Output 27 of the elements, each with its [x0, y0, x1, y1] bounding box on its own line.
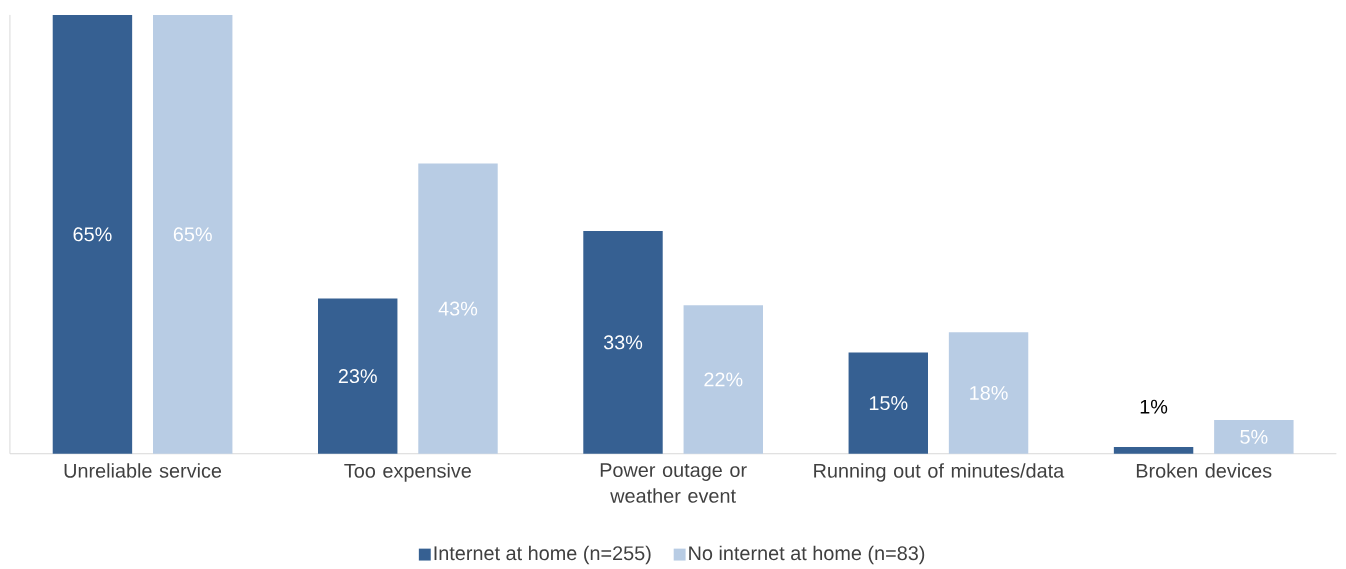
data-label: 1% — [1140, 399, 1168, 414]
bar — [52, 14, 133, 454]
legend-label: Internet at home (n=255) — [434, 545, 651, 565]
data-label: 18% — [970, 385, 1008, 401]
legend-label: No internet at home (n=83) — [689, 545, 925, 565]
x-tick-label: Power outage or weather event — [600, 463, 747, 503]
bar — [583, 230, 663, 454]
bar — [1214, 420, 1294, 454]
data-label: 23% — [338, 369, 377, 384]
bar — [848, 352, 928, 454]
data-label: 65% — [173, 227, 212, 242]
bar — [948, 332, 1029, 454]
bar — [1113, 447, 1194, 454]
data-label: 5% — [1240, 429, 1268, 444]
x-tick-label: Unreliable service — [64, 463, 222, 478]
bar — [153, 14, 233, 454]
bar — [683, 305, 763, 454]
bar — [318, 298, 398, 454]
data-label: 33% — [603, 335, 643, 350]
x-tick-label: Running out of minutes/data — [814, 463, 1065, 482]
data-label: 65% — [73, 227, 112, 242]
bar — [418, 163, 498, 454]
x-tick-label: Too expensive — [344, 463, 471, 482]
data-label: 22% — [704, 372, 743, 387]
x-tick-label: Broken devices — [1136, 463, 1272, 478]
data-label: 43% — [438, 301, 478, 316]
data-label: 15% — [869, 396, 908, 411]
